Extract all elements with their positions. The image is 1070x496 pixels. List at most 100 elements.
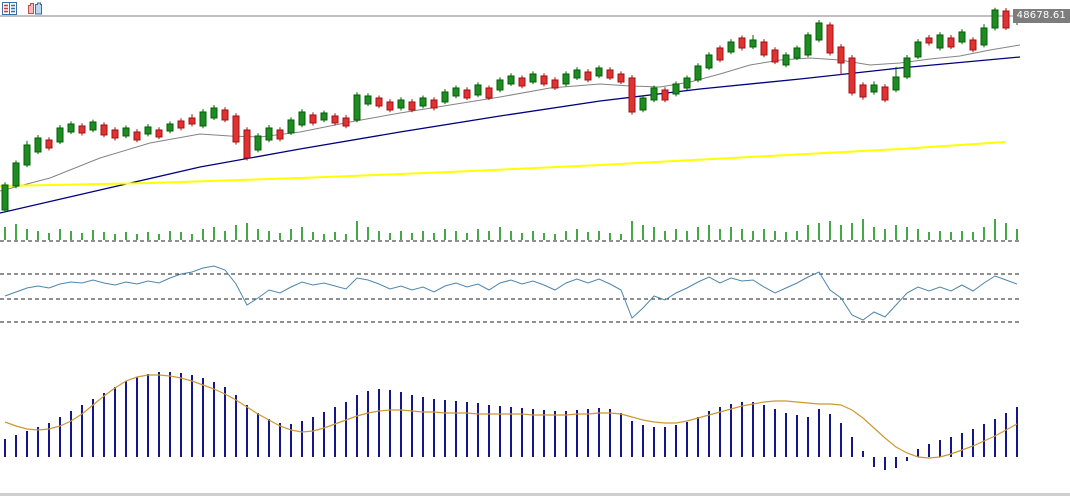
candle-body — [452, 87, 460, 97]
candle-body — [562, 73, 570, 85]
candle-body — [661, 89, 669, 101]
candle-body — [1002, 10, 1010, 29]
candle-body — [925, 37, 933, 44]
ma-short-line — [0, 44, 1021, 192]
candle-body — [386, 101, 394, 111]
candle-body — [595, 67, 603, 77]
candle-body — [144, 126, 152, 135]
candle-body — [210, 107, 218, 119]
candle-body — [199, 111, 207, 127]
candle-body — [969, 39, 977, 51]
candle-body — [606, 69, 614, 79]
candle-body — [496, 79, 504, 91]
candle-body — [870, 84, 878, 93]
candle-body — [694, 65, 702, 81]
candle-body — [485, 87, 493, 99]
candle-body — [518, 77, 526, 87]
candle-body — [276, 129, 284, 140]
candle-body — [441, 91, 449, 103]
candle-body — [287, 119, 295, 134]
candle-body — [364, 95, 372, 105]
candle-body — [991, 9, 999, 29]
candle-body — [155, 129, 163, 138]
candle-body — [914, 41, 922, 58]
candle-body — [78, 125, 86, 134]
candle-body — [738, 37, 746, 49]
candle-body — [474, 84, 482, 96]
candle-body — [573, 69, 581, 79]
candle-body — [111, 129, 119, 139]
last-price-tag: 48678.61 — [1012, 9, 1070, 23]
candle-body — [859, 84, 867, 98]
candle-body — [342, 117, 350, 127]
candle-body — [353, 94, 361, 121]
candle-body — [705, 54, 713, 69]
candle-body — [672, 83, 680, 95]
candle-body — [727, 41, 735, 53]
candle-body — [133, 131, 141, 141]
candle-body — [529, 73, 537, 83]
candle-body — [34, 137, 42, 153]
candle-body — [815, 22, 823, 41]
candle-body — [551, 79, 559, 89]
candle-body — [188, 117, 196, 125]
candle-body — [628, 77, 636, 113]
candle-body — [804, 34, 812, 56]
candle-body — [56, 127, 64, 143]
candle-body — [408, 101, 416, 111]
candle-body — [716, 47, 724, 61]
macd-signal-line — [4, 374, 1018, 459]
ma-mid-line — [0, 56, 1021, 214]
candle-body — [848, 57, 856, 94]
candle-body — [903, 57, 911, 78]
candle-body — [320, 112, 328, 121]
candle-body — [298, 111, 306, 126]
candle-body — [309, 114, 317, 124]
candle-body — [793, 47, 801, 59]
candle-body — [100, 124, 108, 136]
candle-body — [45, 139, 53, 149]
candle-body — [617, 73, 625, 83]
candle-body — [331, 115, 339, 124]
candle-body — [947, 37, 955, 48]
candle-body — [397, 99, 405, 109]
candle-body — [771, 49, 779, 63]
candle-body — [67, 123, 75, 133]
candle-body — [166, 123, 174, 132]
candle-body — [463, 89, 471, 99]
candle-body — [837, 46, 845, 64]
candle-body — [782, 54, 790, 66]
candle-body — [254, 135, 262, 151]
candle-body — [749, 39, 757, 48]
candle-body — [419, 97, 427, 107]
candle-body — [430, 99, 438, 109]
candle-body — [540, 75, 548, 85]
chart-toolbar — [2, 2, 43, 16]
candle-body — [639, 97, 647, 111]
candle-body — [23, 144, 31, 166]
ma-long-line — [0, 141, 1006, 187]
data-table-icon[interactable] — [2, 2, 18, 16]
candle-body — [936, 34, 944, 49]
candle-body — [122, 127, 130, 137]
candle-body — [892, 76, 900, 91]
candle-body — [683, 77, 691, 89]
candle-body — [980, 27, 988, 46]
candle-body — [650, 87, 658, 101]
candle-body — [243, 129, 251, 159]
candle-body — [826, 24, 834, 54]
candle-body — [177, 120, 185, 129]
candle-body — [221, 109, 229, 121]
candle-body — [375, 97, 383, 107]
candle-body — [89, 121, 97, 131]
oscillator-line — [4, 265, 1018, 321]
candle-body — [584, 71, 592, 81]
candle-body — [507, 75, 515, 85]
overlay-charts-icon[interactable] — [27, 2, 43, 16]
candle-body — [232, 115, 240, 143]
candle-body — [881, 86, 889, 101]
candle-body — [760, 41, 768, 56]
candle-body — [1, 184, 9, 211]
